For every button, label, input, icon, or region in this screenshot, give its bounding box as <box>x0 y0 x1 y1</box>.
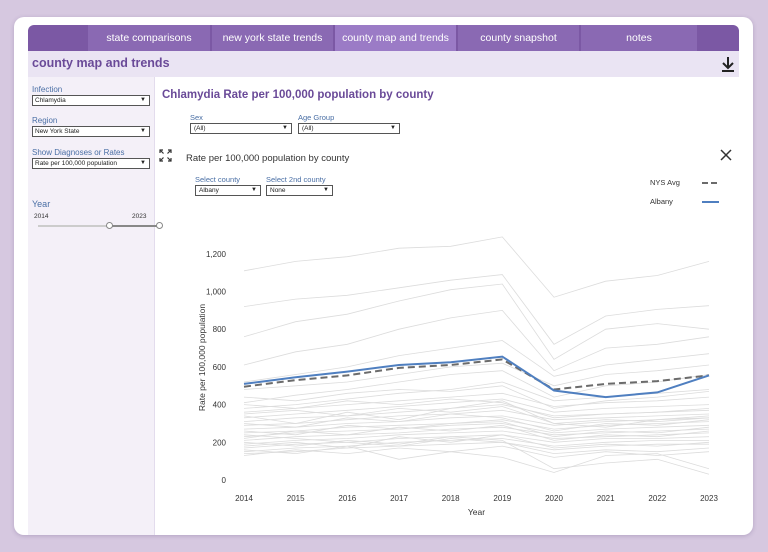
x-tick-label: 2014 <box>235 494 253 503</box>
year-slider-range <box>110 225 160 227</box>
y-tick-label: 0 <box>222 476 227 485</box>
county-series-line <box>243 436 710 475</box>
year-slider-track[interactable] <box>38 225 146 227</box>
x-tick-label: 2021 <box>597 494 615 503</box>
county-series-line <box>243 274 710 345</box>
age-group-label: Age Group <box>298 113 335 122</box>
sidebar: Infection Chlamydia ▼ Region New York Sta… <box>28 77 163 535</box>
app-window: state comparisons new york state trends … <box>14 17 753 535</box>
legend-nys-avg-label: NYS Avg <box>650 178 680 187</box>
county-series-line <box>243 398 710 419</box>
tab-state-comparisons[interactable]: state comparisons <box>88 25 210 51</box>
select-county[interactable]: Albany ▼ <box>195 185 261 196</box>
line-chart: 0 200 400 600 800 1,000 1,200 2014 2015 2016 2017 2… <box>197 236 718 517</box>
chevron-down-icon: ▼ <box>140 128 146 134</box>
x-tick-label: 2018 <box>442 494 460 503</box>
year-label: Year <box>32 199 51 209</box>
county-series-line <box>243 400 710 428</box>
x-axis-label: Year <box>468 507 485 517</box>
chevron-down-icon: ▼ <box>282 125 288 131</box>
region-label: Region <box>32 116 58 125</box>
county-series-line <box>243 392 710 413</box>
chevron-down-icon: ▼ <box>251 187 257 193</box>
year-min: 2014 <box>34 213 49 220</box>
x-tick-label: 2017 <box>390 494 408 503</box>
y-tick-label: 600 <box>213 363 227 372</box>
page-header: county map and trends <box>28 51 739 77</box>
county-series-line <box>243 430 710 445</box>
tab-notes[interactable]: notes <box>581 25 697 51</box>
legend-nys-avg-swatch <box>702 182 719 184</box>
y-tick-label: 200 <box>213 438 227 447</box>
age-group-value: (All) <box>302 125 314 132</box>
nys-avg-line <box>243 358 710 391</box>
tab-county-map-and-trends[interactable]: county map and trends <box>335 25 456 51</box>
county-series-line <box>243 309 710 372</box>
show-select[interactable]: Rate per 100,000 population ▼ <box>32 158 150 169</box>
y-tick-label: 1,000 <box>206 288 227 297</box>
county-series-line <box>243 438 709 453</box>
infection-value: Chlamydia <box>35 97 66 104</box>
chevron-down-icon: ▼ <box>323 187 329 193</box>
county-series-line <box>243 385 710 409</box>
infection-label: Infection <box>32 85 63 94</box>
county-series-line <box>243 434 710 455</box>
tab-new-york-state-trends[interactable]: new york state trends <box>212 25 333 51</box>
region-value: New York State <box>35 128 80 135</box>
page-title: county map and trends <box>32 56 170 70</box>
select-2nd-county[interactable]: None ▼ <box>266 185 333 196</box>
select-county-value: Albany <box>199 187 219 194</box>
x-tick-label: 2020 <box>545 494 563 503</box>
x-tick-label: 2022 <box>648 494 666 503</box>
county-series-line <box>243 409 710 426</box>
year-slider-min-handle[interactable] <box>106 222 113 229</box>
sex-select[interactable]: (All) ▼ <box>190 123 292 134</box>
legend-county-swatch <box>702 201 719 203</box>
county-series-line <box>243 283 710 360</box>
tab-county-snapshot[interactable]: county snapshot <box>458 25 579 51</box>
age-group-select[interactable]: (All) ▼ <box>298 123 400 134</box>
chevron-down-icon: ▼ <box>140 97 146 103</box>
show-label: Show Diagnoses or Rates <box>32 148 125 157</box>
y-tick-label: 800 <box>213 325 227 334</box>
chevron-down-icon: ▼ <box>390 125 396 131</box>
county-series-line <box>243 445 710 473</box>
county-series-line <box>243 236 710 298</box>
chevron-down-icon: ▼ <box>140 160 146 166</box>
y-tick-label: 1,200 <box>206 250 227 259</box>
infection-select[interactable]: Chlamydia ▼ <box>32 95 150 106</box>
y-tick-label: 400 <box>213 401 227 410</box>
sex-value: (All) <box>194 125 206 132</box>
sex-label: Sex <box>190 113 203 122</box>
county-series-line <box>243 413 710 432</box>
county-series-line <box>243 424 710 441</box>
chart-title: Rate per 100,000 population by county <box>186 153 350 164</box>
y-axis-label: Rate per 100,000 population <box>197 304 207 412</box>
county-series-line <box>243 406 710 424</box>
year-slider-max-handle[interactable] <box>156 222 163 229</box>
county-series-line <box>243 362 710 390</box>
county-series-line <box>243 421 710 438</box>
x-tick-label: 2023 <box>700 494 718 503</box>
expand-icon[interactable] <box>159 149 172 162</box>
tab-bar: state comparisons new york state trends … <box>28 25 739 51</box>
county-series-line <box>243 340 710 383</box>
x-tick-label: 2015 <box>287 494 305 503</box>
select-2nd-county-value: None <box>270 187 286 194</box>
county-series-line <box>243 445 710 458</box>
x-tick-label: 2016 <box>338 494 356 503</box>
albany-line <box>243 355 710 399</box>
legend-county-label: Albany <box>650 197 673 206</box>
main-title: Chlamydia Rate per 100,000 population by… <box>162 89 434 101</box>
download-icon[interactable] <box>719 54 737 74</box>
close-icon[interactable] <box>719 148 733 162</box>
county-series-line <box>243 423 710 438</box>
show-value: Rate per 100,000 population <box>35 160 118 167</box>
x-tick-label: 2019 <box>493 494 511 503</box>
county-series-line <box>243 370 710 404</box>
year-max: 2023 <box>132 213 147 220</box>
select-2nd-county-label: Select 2nd county <box>266 175 326 184</box>
region-select[interactable]: New York State ▼ <box>32 126 150 137</box>
select-county-label: Select county <box>195 175 241 184</box>
